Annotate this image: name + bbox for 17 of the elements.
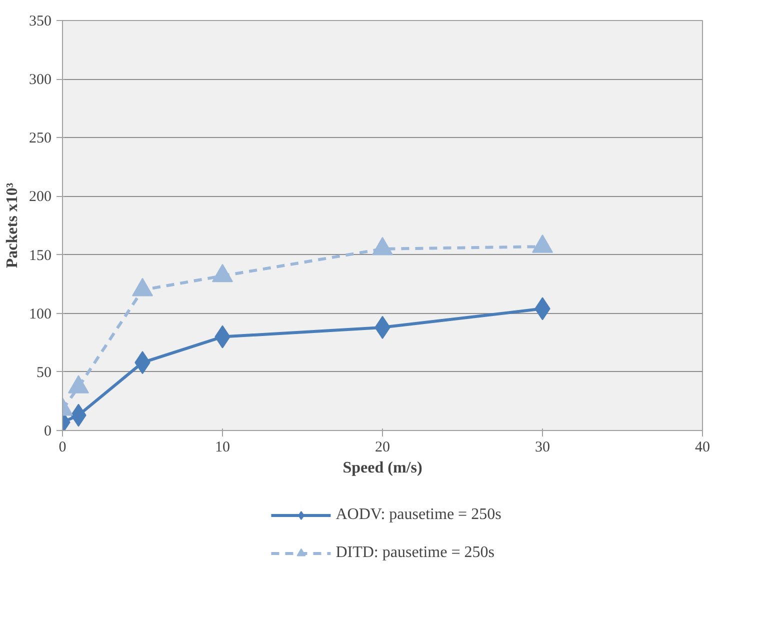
y-tick-label: 350 <box>29 14 52 30</box>
x-tick-label: 20 <box>375 440 390 456</box>
y-tick-label: 150 <box>29 248 52 264</box>
y-axis-title: Packets x10³ <box>4 182 21 268</box>
y-tick-label: 250 <box>29 130 52 147</box>
x-tick-label: 30 <box>535 440 550 456</box>
x-tick-label: 0 <box>58 440 66 456</box>
legend-label: AODV: pausetime = 250s <box>336 506 502 524</box>
y-tick-label: 100 <box>29 306 52 322</box>
legend-label: DITD: pausetime = 250s <box>336 544 494 562</box>
y-tick-label: 300 <box>29 72 52 88</box>
y-tick-label: 200 <box>29 189 52 206</box>
x-tick-label: 10 <box>215 440 230 456</box>
y-tick-label: 0 <box>44 424 52 440</box>
x-axis-title: Speed (m/s) <box>342 460 422 476</box>
y-tick-label: 50 <box>36 364 52 381</box>
x-tick-label: 40 <box>695 440 710 456</box>
